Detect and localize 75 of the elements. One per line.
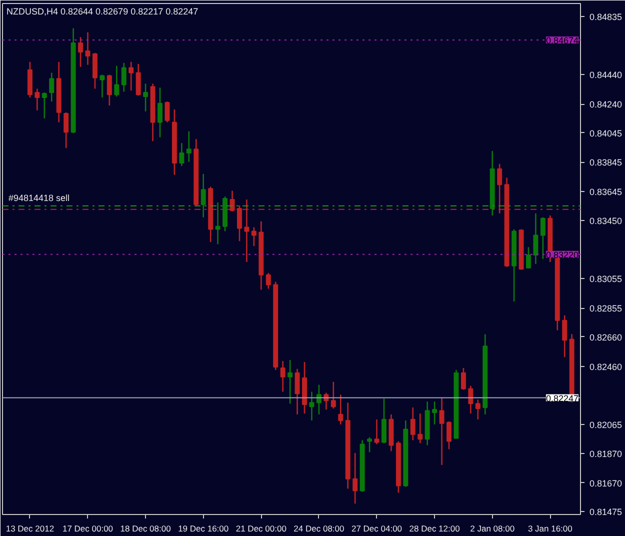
candlestick — [215, 202, 220, 245]
candlestick — [78, 36, 84, 68]
ref-line-label: #94814418 sell — [8, 192, 70, 203]
y-tick-label: 0.84045 — [590, 128, 622, 138]
y-tick-label: 0.82065 — [590, 420, 622, 430]
candlestick — [121, 62, 126, 92]
x-tick-label: 13 Dec 2012 — [6, 524, 54, 534]
candlestick — [42, 92, 47, 119]
ref-line-label: 0.84674 — [546, 36, 579, 46]
x-tick-label: 21 Dec 00:00 — [236, 524, 287, 534]
y-tick-label: 0.81475 — [590, 507, 622, 518]
candlestick — [309, 391, 314, 422]
x-tick-label: 17 Dec 00:00 — [62, 524, 114, 534]
ref-line-label: 0.82247 — [546, 393, 579, 404]
candlestick — [251, 226, 256, 247]
y-tick-label: 0.82855 — [590, 304, 622, 314]
x-tick-label: 2 Jan 08:00 — [470, 524, 515, 534]
candlestick — [533, 212, 538, 265]
x-tick-label: 18 Dec 08:00 — [120, 524, 172, 534]
x-tick-label: 28 Dec 12:00 — [409, 524, 460, 534]
candlestick — [136, 63, 141, 96]
candlestick — [280, 360, 286, 392]
candlestick — [446, 420, 452, 450]
x-tick-label: 24 Dec 08:00 — [294, 524, 345, 534]
chart-title: NZDUSD,H4 0.82644 0.82679 0.82217 0.82247 — [6, 6, 198, 16]
y-tick-label: 0.84240 — [590, 100, 622, 110]
y-tick-label: 0.84440 — [590, 70, 622, 80]
candlestick — [468, 385, 474, 414]
y-tick-label: 0.82660 — [590, 332, 622, 342]
candlestick — [410, 406, 416, 441]
y-tick-label: 0.81870 — [590, 448, 622, 459]
y-tick-label: 0.83450 — [590, 216, 622, 226]
y-tick-label: 0.82460 — [590, 362, 622, 372]
candlestick — [475, 399, 480, 420]
candlestick — [164, 100, 170, 123]
candlestick — [418, 412, 423, 444]
x-tick-label: 3 Jan 16:00 — [528, 524, 573, 534]
candlestick — [352, 452, 358, 504]
candlestick — [85, 32, 90, 66]
candlestick — [432, 400, 438, 426]
candlestick — [526, 246, 531, 269]
candlestick — [540, 216, 546, 260]
candlestick — [288, 359, 293, 404]
candlestick — [49, 72, 54, 102]
candlestick — [114, 65, 120, 98]
candlestick — [200, 173, 206, 218]
candlestick — [34, 88, 40, 112]
candlestick — [294, 368, 300, 416]
candlestick — [562, 314, 568, 358]
candlestick — [100, 74, 105, 98]
y-tick-label: 0.84835 — [590, 12, 622, 22]
candlestick — [186, 130, 192, 163]
candlestick — [316, 384, 322, 416]
candlestick — [460, 367, 466, 390]
candlestick — [439, 396, 444, 466]
candlestick — [266, 272, 271, 290]
candlestick — [374, 418, 380, 445]
candlestick — [381, 398, 386, 444]
candlestick — [158, 87, 162, 138]
x-tick-label: 27 Dec 04:00 — [351, 524, 402, 534]
candlestick — [143, 83, 148, 112]
candlestick — [330, 381, 336, 410]
candlestick — [367, 436, 372, 453]
y-tick-label: 0.81670 — [590, 478, 622, 488]
candlestick — [128, 61, 134, 92]
candlestick — [92, 52, 98, 90]
x-tick-label: 19 Dec 16:00 — [178, 524, 229, 534]
candlestick — [64, 112, 69, 149]
candlestick — [179, 142, 184, 167]
y-tick-label: 0.83845 — [590, 158, 622, 168]
y-tick-label: 0.83645 — [590, 187, 622, 198]
candlestick — [338, 394, 344, 426]
ref-line-label: 0.83220 — [546, 250, 579, 260]
candlestick — [106, 74, 112, 106]
y-tick-label: 0.83055 — [590, 274, 622, 284]
